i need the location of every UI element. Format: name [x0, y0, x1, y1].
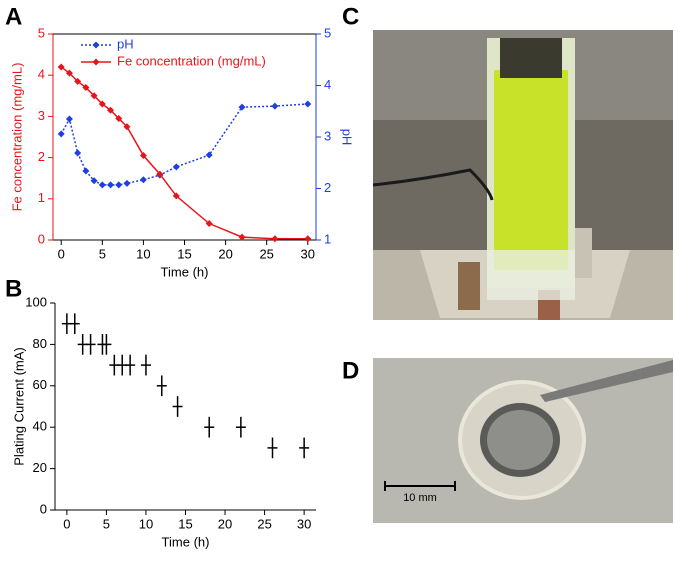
y-tick-label: 0: [40, 501, 47, 516]
marker: [57, 63, 65, 71]
marker: [139, 152, 147, 160]
x-tick-label: 5: [103, 516, 110, 531]
marker: [139, 176, 147, 184]
marker: [123, 123, 131, 131]
y2-tick-label: 4: [324, 77, 331, 92]
x-tick-label: 30: [301, 246, 315, 261]
panel-label: A: [5, 3, 22, 30]
x-tick-label: 25: [259, 246, 273, 261]
x-tick-label: 10: [136, 246, 150, 261]
x-tick-label: 5: [99, 246, 106, 261]
panel-label: B: [5, 275, 22, 302]
legend-marker: [92, 41, 100, 49]
x-tick-label: 0: [63, 516, 70, 531]
y2-tick-label: 5: [324, 25, 331, 40]
marker: [271, 235, 279, 243]
marker: [90, 177, 98, 185]
y-axis-label: Fe concentration (mg/mL): [9, 63, 24, 212]
x-tick-label: 20: [218, 516, 232, 531]
marker: [205, 151, 213, 159]
x-tick-label: 20: [218, 246, 232, 261]
y2-tick-label: 1: [324, 231, 331, 246]
marker: [304, 235, 312, 243]
y-axis-label: Plating Current (mA): [11, 347, 26, 465]
x-tick-label: 15: [178, 516, 192, 531]
marker: [74, 149, 82, 157]
y-tick-label: 40: [33, 419, 47, 434]
x-tick-label: 10: [139, 516, 153, 531]
y-tick-label: 100: [25, 294, 47, 309]
scale-bar-label: 10 mm: [403, 492, 437, 504]
y-tick-label: 1: [38, 190, 45, 205]
x-axis-label: Time (h): [161, 264, 209, 279]
marker: [172, 192, 180, 200]
legend-marker: [92, 58, 100, 66]
y2-tick-label: 2: [324, 180, 331, 195]
marker: [238, 233, 246, 241]
marker: [115, 181, 123, 189]
legend-label: Fe concentration (mg/mL): [117, 53, 266, 68]
marker: [65, 115, 73, 123]
marker: [172, 163, 180, 171]
series-line: [60, 66, 308, 240]
series-line: [60, 103, 308, 186]
marker: [98, 181, 106, 189]
x-tick-label: 30: [297, 516, 311, 531]
photo-c: [372, 30, 673, 320]
marker: [98, 100, 106, 108]
marker: [304, 100, 312, 108]
marker: [205, 220, 213, 228]
panel-label: D: [342, 357, 359, 384]
marker: [57, 130, 65, 138]
marker: [238, 103, 246, 111]
y-tick-label: 0: [38, 231, 45, 246]
y-tick-label: 2: [38, 149, 45, 164]
photo-d: 10 mm: [373, 358, 673, 523]
y-tick-label: 4: [38, 67, 45, 82]
panel-label: C: [342, 3, 359, 30]
marker: [65, 69, 73, 77]
y-tick-label: 5: [38, 25, 45, 40]
legend-label: pH: [117, 36, 134, 51]
marker: [156, 170, 164, 178]
marker: [74, 77, 82, 85]
marker: [90, 92, 98, 100]
marker: [123, 179, 131, 187]
x-tick-label: 0: [58, 246, 65, 261]
y-tick-label: 20: [33, 460, 47, 475]
marker: [107, 106, 115, 114]
x-tick-label: 15: [177, 246, 191, 261]
x-axis-label: Time (h): [162, 534, 210, 549]
marker: [115, 114, 123, 122]
y-tick-label: 80: [33, 336, 47, 351]
marker: [82, 167, 90, 175]
y-tick-label: 3: [38, 108, 45, 123]
y-tick-label: 60: [33, 377, 47, 392]
x-tick-label: 25: [257, 516, 271, 531]
marker: [107, 181, 115, 189]
marker: [82, 84, 90, 92]
y2-axis-label: pH: [340, 129, 355, 146]
marker: [271, 102, 279, 110]
y2-tick-label: 3: [324, 128, 331, 143]
